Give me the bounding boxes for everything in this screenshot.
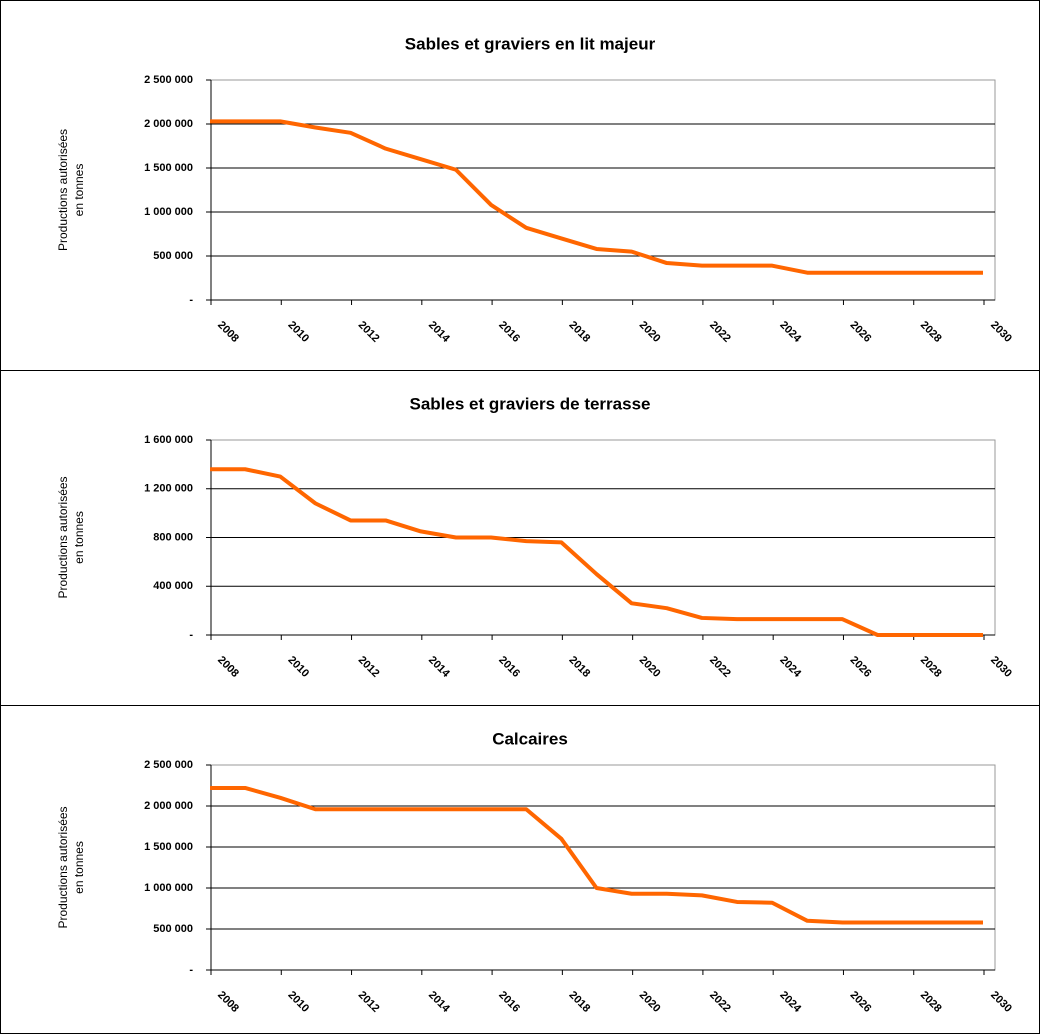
x-tick-label: 2030 xyxy=(988,654,1014,680)
y-axis-label: Productions autorisées xyxy=(56,476,70,598)
chart-title: Sables et graviers en lit majeur xyxy=(405,34,656,53)
y-axis-label: en tonnes xyxy=(72,164,86,217)
y-tick-label: 400 000 xyxy=(153,580,193,592)
y-axis-label: Productions autorisées xyxy=(56,806,70,928)
y-tick-label: 800 000 xyxy=(153,531,193,543)
x-tick-label: 2018 xyxy=(567,989,593,1015)
x-tick-label: 2024 xyxy=(777,654,803,680)
y-axis-label: en tonnes xyxy=(72,841,86,894)
y-tick-label: 2 500 000 xyxy=(144,74,193,86)
chart-title: Sables et graviers de terrasse xyxy=(410,394,651,413)
y-tick-label: 1 500 000 xyxy=(144,162,193,174)
x-tick-label: 2018 xyxy=(567,654,593,680)
x-tick-label: 2008 xyxy=(215,654,241,680)
x-tick-label: 2016 xyxy=(496,989,522,1015)
plot-area xyxy=(210,764,996,971)
y-axis-label: Productions autorisées xyxy=(56,129,70,251)
x-tick-label: 2028 xyxy=(918,654,944,680)
y-tick-label: - xyxy=(189,964,193,976)
x-tick-label: 2010 xyxy=(285,989,311,1015)
x-tick-label: 2010 xyxy=(285,319,311,345)
x-tick-label: 2024 xyxy=(777,989,803,1015)
x-tick-label: 2008 xyxy=(215,989,241,1015)
y-tick-label: 1 000 000 xyxy=(144,206,193,218)
x-tick-label: 2018 xyxy=(567,319,593,345)
x-tick-label: 2014 xyxy=(426,654,452,680)
x-tick-label: 2016 xyxy=(496,319,522,345)
x-tick-label: 2026 xyxy=(848,654,874,680)
x-tick-label: 2008 xyxy=(215,319,241,345)
y-tick-label: 2 500 000 xyxy=(144,759,193,771)
x-tick-label: 2026 xyxy=(848,989,874,1015)
x-tick-label: 2024 xyxy=(777,319,803,345)
x-tick-label: 2026 xyxy=(848,319,874,345)
y-tick-label: 1 200 000 xyxy=(144,483,193,495)
x-tick-label: 2014 xyxy=(426,989,452,1015)
x-tick-label: 2012 xyxy=(356,654,382,680)
x-tick-label: 2016 xyxy=(496,654,522,680)
x-tick-label: 2020 xyxy=(637,654,663,680)
x-tick-label: 2014 xyxy=(426,319,452,345)
y-tick-label: 500 000 xyxy=(153,923,193,935)
x-tick-label: 2028 xyxy=(918,319,944,345)
y-axis-label: en tonnes xyxy=(72,511,86,564)
y-tick-label: 1 600 000 xyxy=(144,434,193,446)
x-tick-label: 2012 xyxy=(356,319,382,345)
series-line xyxy=(210,785,983,925)
x-tick-label: 2020 xyxy=(637,319,663,345)
series-line xyxy=(210,119,983,275)
plot-area xyxy=(210,79,996,301)
x-tick-label: 2012 xyxy=(356,989,382,1015)
series-line xyxy=(210,467,983,637)
x-tick-label: 2022 xyxy=(707,989,733,1015)
x-tick-label: 2022 xyxy=(707,319,733,345)
x-tick-label: 2030 xyxy=(988,319,1014,345)
x-tick-label: 2028 xyxy=(918,989,944,1015)
y-tick-label: 1 500 000 xyxy=(144,841,193,853)
chart-title: Calcaires xyxy=(492,729,568,748)
y-tick-label: 1 000 000 xyxy=(144,882,193,894)
x-tick-label: 2030 xyxy=(988,989,1014,1015)
y-tick-label: 2 000 000 xyxy=(144,118,193,130)
y-tick-label: 500 000 xyxy=(153,250,193,262)
y-tick-label: 2 000 000 xyxy=(144,800,193,812)
x-tick-label: 2022 xyxy=(707,654,733,680)
y-tick-label: - xyxy=(189,629,193,641)
y-tick-label: - xyxy=(189,294,193,306)
x-tick-label: 2010 xyxy=(285,654,311,680)
x-tick-label: 2020 xyxy=(637,989,663,1015)
